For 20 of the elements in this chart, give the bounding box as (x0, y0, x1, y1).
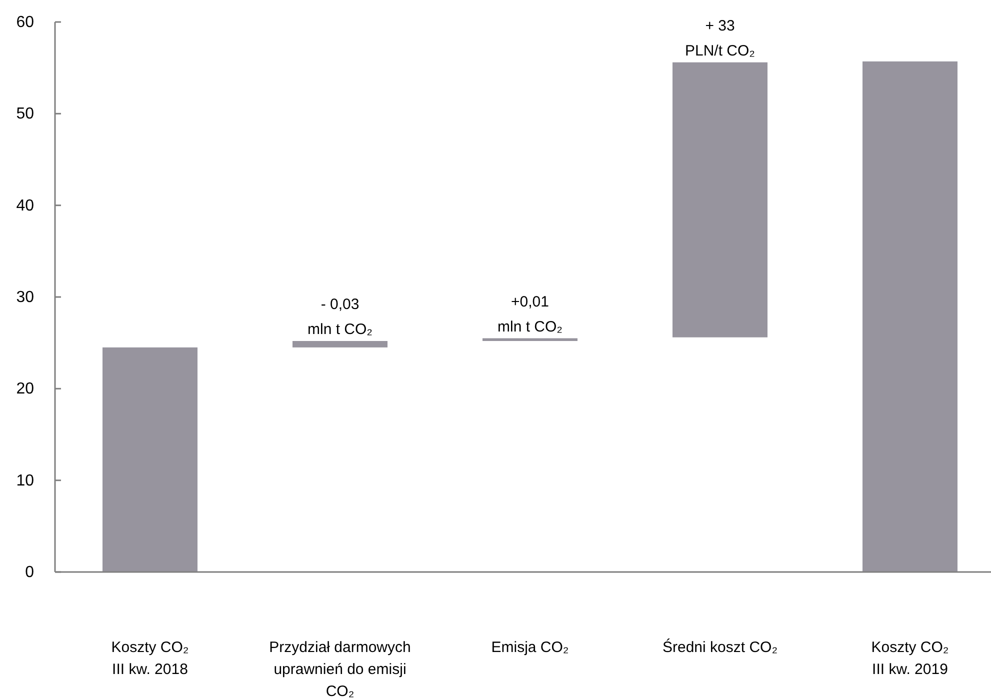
bar (482, 338, 578, 341)
bar (862, 61, 958, 572)
annotation: +0,01 mln t CO₂ (498, 293, 563, 336)
annotation: + 33 PLN/t CO₂ (684, 17, 756, 60)
x-tick-label: Emisja CO₂ (491, 639, 569, 656)
x-tick-label: Średni koszt CO₂ (662, 638, 778, 656)
y-tick-label: 10 (16, 472, 34, 490)
bar (292, 341, 388, 348)
x-tick-label: Koszty CO₂ III kw. 2018 (111, 639, 189, 678)
x-tick-label: Przydział darmowych uprawnień do emisji CO₂ (269, 639, 411, 700)
bar (102, 347, 198, 572)
y-tick-label: 60 (16, 14, 34, 31)
y-tick-label: 50 (16, 106, 34, 123)
y-tick-label: 20 (16, 380, 34, 398)
y-tick-label: 30 (16, 289, 34, 306)
y-tick-label: 40 (16, 197, 34, 214)
bar (672, 62, 768, 338)
y-tick-label: 0 (25, 564, 34, 581)
annotation: - 0,03 mln t CO₂ (308, 296, 373, 338)
x-tick-label: Koszty CO₂ III kw. 2019 (871, 639, 949, 678)
